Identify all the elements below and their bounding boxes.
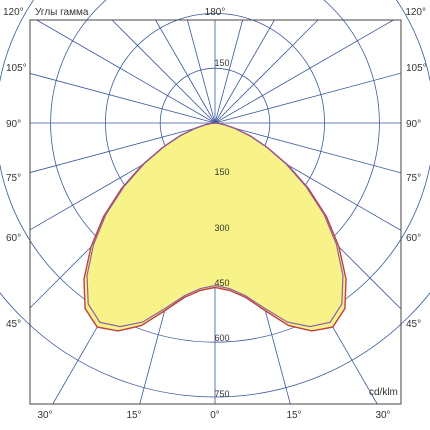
angle-label-left-60: 60° bbox=[6, 233, 21, 244]
angle-label-right-45: 45° bbox=[406, 319, 421, 330]
grid-spoke-240 bbox=[36, 19, 216, 124]
grid-spoke-255 bbox=[29, 73, 216, 124]
radial-label-450: 450 bbox=[214, 278, 229, 288]
intensity-curves bbox=[83, 122, 347, 332]
angle-label-bottom-30-left: 30° bbox=[37, 410, 52, 421]
angle-label-top-right: 120° bbox=[405, 7, 426, 18]
intensity-curve-inner bbox=[86, 122, 344, 328]
grid-spoke-75 bbox=[214, 122, 402, 174]
radial-label-150: 150 bbox=[214, 167, 229, 177]
plot-frame bbox=[29, 19, 402, 405]
grid-spoke-225 bbox=[111, 19, 216, 124]
grid-spoke-285 bbox=[29, 122, 216, 173]
grid-spoke-195 bbox=[187, 19, 216, 124]
angle-label-right-105: 105° bbox=[406, 63, 427, 74]
angle-label-left-75: 75° bbox=[6, 173, 21, 184]
angle-label-left-105: 105° bbox=[6, 63, 27, 74]
angle-label-right-75: 75° bbox=[406, 173, 421, 184]
grid-spoke-150 bbox=[214, 19, 275, 124]
radial-label-600: 600 bbox=[214, 333, 229, 343]
chart-title: Углы гамма bbox=[35, 7, 89, 18]
angle-label-bottom-30-right: 30° bbox=[375, 410, 390, 421]
radial-label-150-top: 150 bbox=[214, 58, 229, 68]
grid-spoke-165 bbox=[214, 19, 243, 124]
radial-label-750: 750 bbox=[214, 389, 229, 399]
angle-label-right-90: 90° bbox=[406, 119, 421, 130]
grid-spoke-105 bbox=[214, 72, 402, 124]
grid-spoke-135 bbox=[214, 19, 319, 124]
angle-label-top-left: 120° bbox=[3, 7, 24, 18]
radial-label-300: 300 bbox=[214, 223, 229, 233]
angle-label-left-45: 45° bbox=[6, 319, 21, 330]
angle-label-bottom-0: 0° bbox=[210, 410, 220, 421]
grid-spoke-120 bbox=[214, 19, 394, 124]
angle-label-left-90: 90° bbox=[6, 119, 21, 130]
angle-label-bottom-15-left: 15° bbox=[126, 410, 141, 421]
angle-label-right-60: 60° bbox=[406, 233, 421, 244]
grid-spoke-210 bbox=[155, 19, 216, 124]
angle-label-bottom-15-right: 15° bbox=[286, 410, 301, 421]
unit-label: cd/klm bbox=[369, 387, 398, 398]
angle-label-top-center: 180° bbox=[205, 7, 226, 18]
